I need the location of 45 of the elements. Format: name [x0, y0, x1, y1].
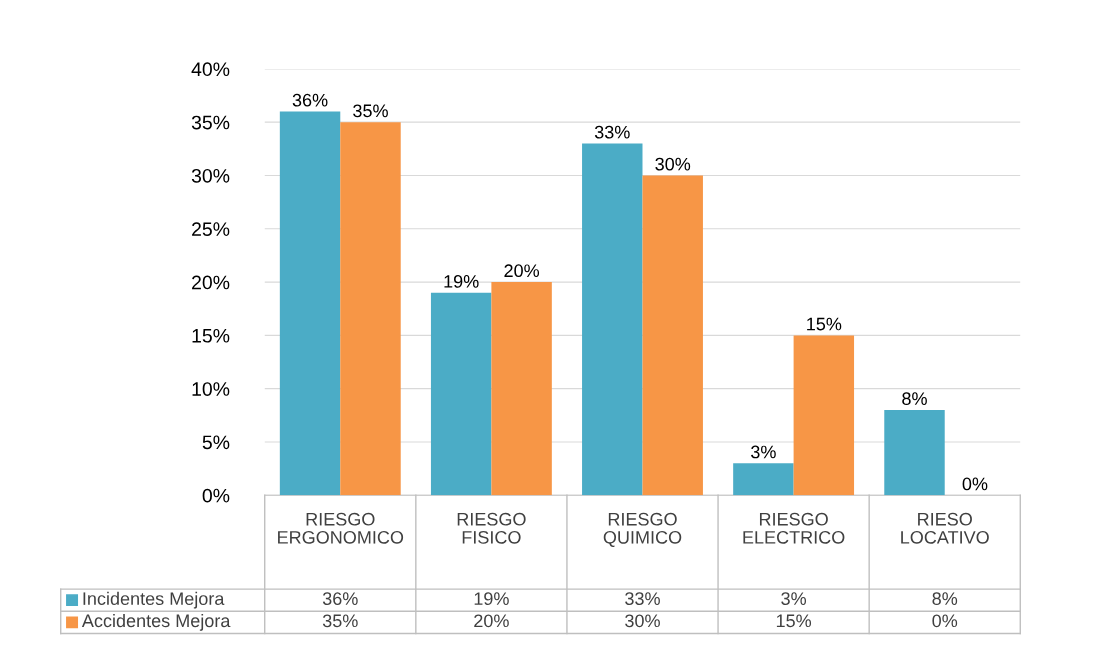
- x-tick-label: RIESGO ERGONOMICO: [278, 512, 404, 544]
- y-tick-label: 10%: [192, 382, 230, 396]
- text: 8%: [902, 392, 927, 406]
- y-tick-label: 35%: [191, 115, 230, 130]
- legend-label: Incidentes Mejora: [83, 591, 225, 609]
- bar: [279, 111, 341, 496]
- data-label: 30%: [625, 614, 660, 628]
- y-tick-label: 30%: [191, 168, 230, 183]
- bar: [642, 175, 703, 496]
- text: 35%: [353, 104, 388, 118]
- x-tick-label: RIESGO QUIMICO: [603, 512, 682, 547]
- y-tick-label: 15%: [192, 328, 230, 343]
- y-tick-label: 5%: [202, 435, 230, 450]
- text: 0%: [962, 477, 988, 491]
- text: 30%: [655, 157, 691, 171]
- bar: [582, 143, 643, 496]
- text: 36%: [292, 93, 328, 107]
- bar: [733, 463, 794, 496]
- y-tick-label: 0%: [202, 488, 230, 503]
- bar: [430, 292, 492, 496]
- data-label: 36%: [322, 592, 358, 606]
- data-label: 3%: [781, 592, 807, 606]
- y-tick-label: 25%: [192, 222, 230, 237]
- y-tick-label: 20%: [192, 275, 230, 290]
- text: 3%: [751, 445, 776, 459]
- text: 19%: [444, 275, 479, 288]
- text: 33%: [594, 125, 630, 139]
- data-label: 20%: [474, 614, 509, 628]
- x-tick-label: RIESGO ELECTRICO: [743, 512, 845, 544]
- bar: [884, 410, 945, 496]
- text: 20%: [504, 264, 540, 278]
- legend-label: Accidentes Mejora: [81, 613, 231, 631]
- bar: [793, 335, 855, 496]
- bar: [491, 282, 552, 496]
- data-label: 0%: [932, 614, 958, 628]
- bar: [340, 122, 401, 496]
- data-label: 15%: [776, 614, 812, 628]
- x-tick-label: RIESO LOCATIVO: [901, 512, 989, 544]
- data-label: 33%: [625, 592, 660, 606]
- y-tick-label: 40%: [191, 62, 230, 77]
- data-label: 8%: [932, 592, 958, 606]
- text: 15%: [807, 317, 842, 331]
- data-label: 35%: [322, 614, 358, 628]
- data-label: 19%: [474, 592, 509, 606]
- x-tick-label: RIESGO FISICO: [457, 512, 526, 544]
